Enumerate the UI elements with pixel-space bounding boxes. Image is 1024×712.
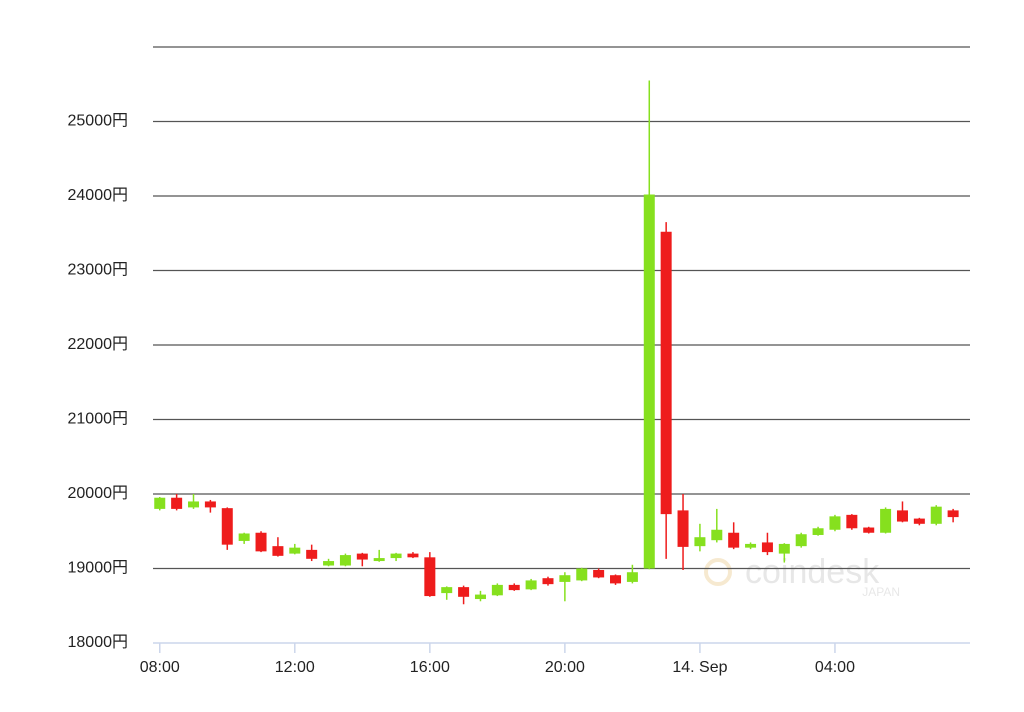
y-tick-label: 19000円 (68, 560, 129, 577)
candle-body (407, 553, 419, 558)
x-tick-label: 14. Sep (672, 659, 727, 676)
candle-body (896, 510, 908, 522)
candle-body (238, 533, 250, 541)
y-tick-label: 20000円 (68, 485, 129, 502)
candle-body (542, 578, 554, 585)
candle-body (694, 537, 706, 547)
candle-body (441, 587, 453, 594)
watermark-text: coindesk (745, 553, 880, 591)
x-tick-label: 12:00 (275, 659, 315, 676)
candle-body (221, 508, 233, 545)
candle-body (643, 194, 655, 569)
candle-body (795, 534, 807, 547)
candle-body (947, 510, 959, 518)
watermark-logo (704, 558, 732, 586)
candle-body (559, 575, 571, 582)
candle-body (880, 508, 892, 533)
candle-body (272, 546, 284, 556)
candle-body (930, 506, 942, 524)
candle-body (728, 532, 740, 548)
candle-body (323, 561, 335, 566)
y-tick-label: 21000円 (68, 411, 129, 428)
candle-body (626, 572, 638, 582)
x-tick-label: 20:00 (545, 659, 585, 676)
candle-body (508, 584, 520, 591)
candle-body (306, 549, 318, 559)
y-tick-label: 18000円 (68, 634, 129, 651)
candle-body (458, 587, 470, 597)
candle-body (289, 547, 301, 554)
y-tick-label: 23000円 (68, 262, 129, 279)
candle-body (610, 575, 622, 584)
candle-body (745, 543, 757, 548)
candle-body (761, 542, 773, 553)
y-tick-label: 22000円 (68, 336, 129, 353)
candle-body (373, 558, 385, 562)
x-tick-label: 08:00 (140, 659, 180, 676)
candle-body (593, 569, 605, 578)
candle-body (660, 231, 672, 515)
candle-body (188, 501, 200, 508)
candle-body (711, 529, 723, 541)
x-tick-label: 16:00 (410, 659, 450, 676)
candle-body (474, 594, 486, 600)
candle-body (829, 516, 841, 530)
candle-body (778, 543, 790, 554)
candle-body (255, 532, 267, 552)
candle-body (171, 497, 183, 509)
candle-body (154, 497, 166, 509)
candle-body (356, 553, 368, 560)
y-tick-label: 25000円 (68, 113, 129, 130)
candle-body (846, 514, 858, 529)
candle-body (525, 580, 537, 590)
candle-body (491, 584, 503, 596)
watermark: coindesk JAPAN (704, 553, 900, 599)
candle-body (339, 555, 351, 566)
candle-body (677, 510, 689, 547)
watermark-sub: JAPAN (862, 585, 900, 599)
candle-body (812, 528, 824, 535)
candle-body (863, 527, 875, 533)
y-tick-label: 24000円 (68, 187, 129, 204)
candle-body (390, 553, 402, 559)
candle-body (424, 557, 436, 597)
candle-body (913, 518, 925, 524)
x-tick-label: 04:00 (815, 659, 855, 676)
candle-body (576, 568, 588, 581)
candle-body (204, 501, 216, 508)
